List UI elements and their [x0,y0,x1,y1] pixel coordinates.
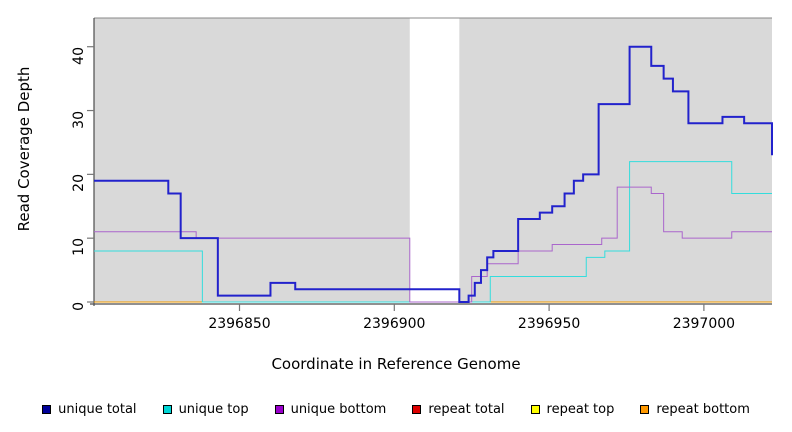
legend-item: repeat top [530,401,615,417]
no-data-gap [409,18,460,302]
legend-swatch-icon [640,404,650,414]
legend-swatch-icon [42,404,52,414]
series-line-unique-total [94,45,773,303]
y-tick-label: 40 [71,46,87,65]
x-tick-label: 2397000 [672,316,736,332]
legend-swatch-icon [162,404,172,414]
legend-item: unique total [42,401,137,417]
y-tick-label: 10 [71,238,87,256]
legend-item: repeat total [412,401,505,417]
series-line-unique-top [94,161,772,303]
legend-swatch-icon [530,404,540,414]
chart-legend: unique total unique top unique bottom repea… [0,398,792,420]
legend-label: unique top [178,401,249,417]
legend-item: repeat bottom [640,402,750,417]
legend-label: repeat bottom [656,401,750,417]
legend-label: repeat total [428,401,505,417]
x-axis-label: Coordinate in Reference Genome [271,355,521,373]
y-tick-label: 20 [71,174,87,193]
legend-label: unique bottom [290,401,387,417]
legend-swatch-icon [412,404,422,414]
legend-item: unique bottom [274,401,387,417]
legend-swatch-icon [274,404,284,414]
series-line-unique-bottom [94,186,772,303]
x-tick-label: 2396950 [517,316,581,332]
plot-area [87,17,773,311]
legend-item: unique top [162,401,249,417]
legend-label: unique total [58,401,137,417]
y-tick-label: 30 [71,110,87,129]
legend-label: repeat top [546,401,615,417]
y-tick-label: 0 [71,302,87,311]
x-tick-label: 2396850 [208,316,271,332]
x-tick-label: 2396900 [363,316,426,332]
